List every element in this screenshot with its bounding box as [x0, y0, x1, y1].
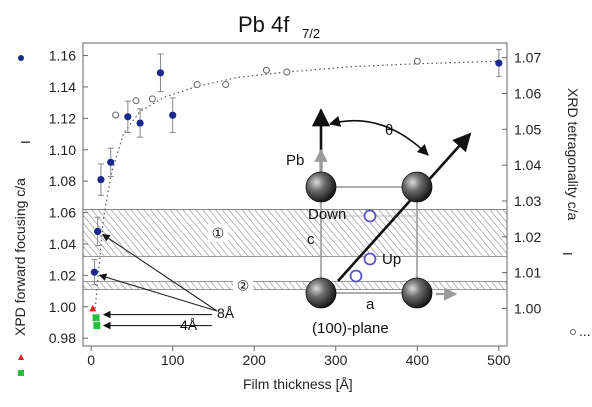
fit-curve-layer — [94, 60, 499, 309]
y-right-tick-label: 1.02 — [514, 229, 541, 245]
y-right-axis-label: XRD tetragonality c/a — [565, 88, 581, 220]
bands-layer: ①② — [83, 209, 507, 295]
data-point-triangle — [89, 304, 97, 312]
pb-atom — [305, 171, 337, 203]
data-point-0 — [124, 113, 132, 121]
y-right-axis-subscript: I — [560, 252, 575, 256]
band-label: ② — [237, 278, 250, 294]
data-point-open — [283, 68, 291, 76]
diagonal-arrow — [337, 132, 472, 282]
chart-title-subscript: 7/2 — [302, 26, 320, 41]
y-right-tick-label: 1.00 — [514, 300, 541, 316]
pb-atom — [401, 171, 433, 203]
unit-cell-box — [320, 186, 418, 294]
band-label-bg — [208, 223, 228, 242]
oxygen-site — [349, 269, 363, 283]
band-label-bg — [233, 276, 253, 295]
data-point-0 — [94, 227, 102, 235]
pb-atom — [305, 277, 337, 309]
data-points-layer — [89, 48, 503, 330]
y-left-tick-label: 1.00 — [49, 299, 76, 315]
data-point-open — [222, 81, 230, 89]
y-right-tick-label: 1.01 — [514, 265, 541, 281]
y-right-label-group: XRD tetragonality c/a I — [560, 88, 581, 256]
annotation-8A: 8Å — [217, 305, 235, 321]
y-right-tick-label: 1.03 — [514, 193, 541, 209]
hatched-band-2 — [83, 281, 507, 290]
c-label: c — [307, 231, 315, 248]
plot-border — [82, 42, 508, 347]
y-left-tick-label: 1.10 — [49, 142, 76, 158]
a-label: a — [366, 296, 375, 313]
data-point-open — [112, 111, 120, 119]
y-left-label-group: XPD forward focusing c/a I — [12, 140, 33, 336]
data-point-0 — [136, 119, 144, 127]
x-tick-label: 200 — [243, 352, 267, 368]
annotations-layer: 8Å 4Å — [98, 233, 235, 333]
x-tick-label: 100 — [161, 352, 185, 368]
x-tick-label: 300 — [324, 352, 348, 368]
chart-title: Pb 4f — [238, 12, 290, 37]
legend-marker-circle — [18, 55, 24, 61]
legend-marker-open — [570, 329, 576, 335]
angle-arc — [328, 115, 429, 156]
annotation-arrow — [98, 273, 218, 312]
y-right-tick-label: 1.04 — [514, 157, 541, 173]
data-point-0 — [169, 111, 177, 119]
legend-dots: ... — [579, 323, 591, 339]
data-point-0 — [90, 268, 99, 276]
up-label: Up — [382, 251, 401, 268]
data-point-open — [132, 97, 140, 105]
data-point-0 — [107, 158, 115, 166]
angle-label: θ — [385, 122, 393, 139]
y-left-axis-label: XPD forward focusing c/a — [12, 178, 28, 336]
data-point-0 — [97, 175, 105, 184]
data-point-open — [262, 66, 270, 74]
y-right-tick-label: 1.05 — [514, 121, 541, 137]
data-point-3 — [495, 59, 503, 67]
annotation-arrow — [102, 233, 218, 312]
unit-cell-inset: θ Pb c Down Up a (100)-plane — [286, 108, 472, 337]
y-left-tick-label: 1.04 — [49, 236, 76, 252]
data-point-square — [92, 314, 100, 322]
y-right-tick-label: 1.06 — [514, 86, 541, 102]
plane-label: (100)-plane — [312, 320, 389, 337]
y-left-tick-label: 1.08 — [49, 173, 76, 189]
x-tick-label: 400 — [406, 352, 430, 368]
oxygen-site — [363, 252, 377, 266]
data-point-0 — [156, 69, 165, 77]
data-point-open — [413, 57, 421, 65]
y-left-axis-subscript: I — [18, 140, 33, 144]
y-left-tick-label: 1.02 — [49, 267, 76, 283]
data-point-square — [93, 322, 101, 330]
x-tick-label: 500 — [487, 352, 511, 368]
pb-atom — [401, 277, 433, 309]
legend-marker-square — [18, 370, 24, 376]
y-left-tick-label: 1.12 — [49, 110, 76, 126]
y-left-tick-label: 0.98 — [49, 330, 76, 346]
fit-curve — [94, 60, 499, 309]
plot-frame: 0 100 200 300 400 500 0.98 1.00 1.02 1.04 1.06 1.08… — [18, 42, 591, 376]
oxygen-site — [363, 209, 377, 223]
x-tick-label: 0 — [87, 352, 95, 368]
data-point-open — [193, 81, 201, 89]
band-label: ① — [212, 225, 225, 241]
legend-marker-triangle — [18, 354, 24, 360]
annotation-4A: 4Å — [180, 317, 198, 333]
pb-label: Pb — [286, 152, 304, 169]
down-label: Down — [308, 206, 346, 223]
y-left-tick-label: 1.16 — [49, 48, 76, 64]
y-right-tick-label: 1.07 — [514, 50, 541, 66]
data-point-open — [148, 95, 156, 103]
hatched-band-1 — [83, 209, 507, 257]
y-left-tick-label: 1.06 — [49, 205, 76, 221]
y-left-tick-label: 1.14 — [49, 79, 76, 95]
x-axis-label: Film thickness [Å] — [243, 376, 353, 392]
